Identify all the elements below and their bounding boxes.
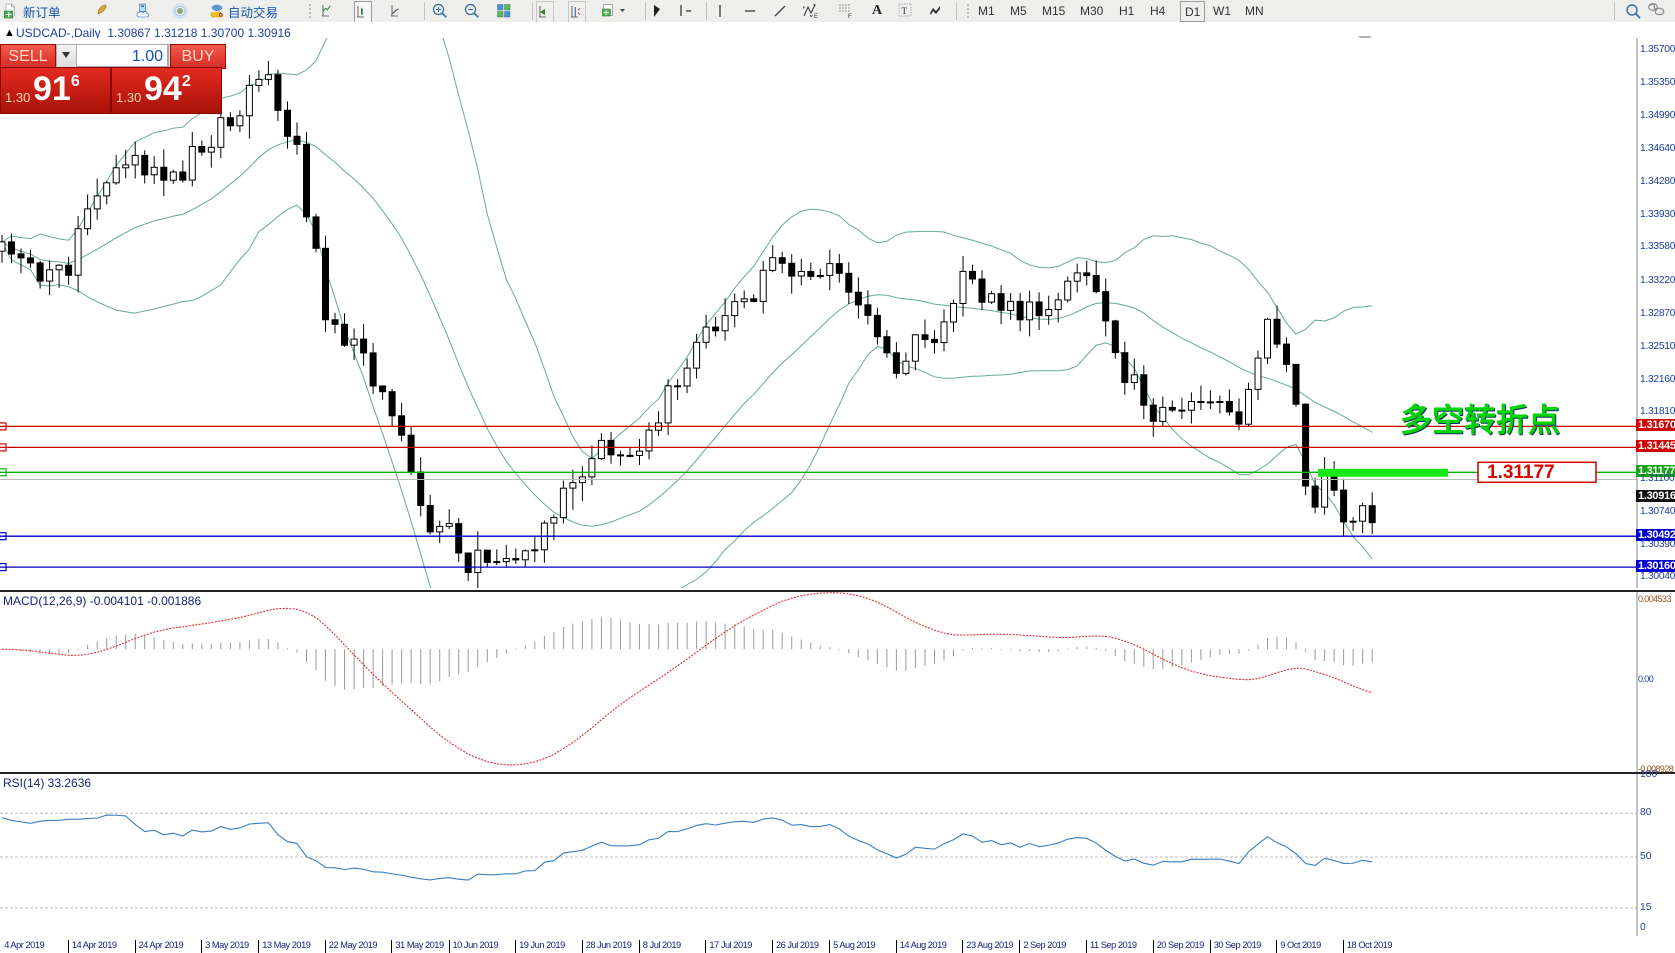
svg-text:T: T [902,6,908,16]
svg-text:多空转折点: 多空转折点 [1400,402,1560,438]
svg-text:F: F [848,14,852,19]
svg-text:1.31177: 1.31177 [1487,462,1555,483]
svg-text:E: E [814,14,818,19]
